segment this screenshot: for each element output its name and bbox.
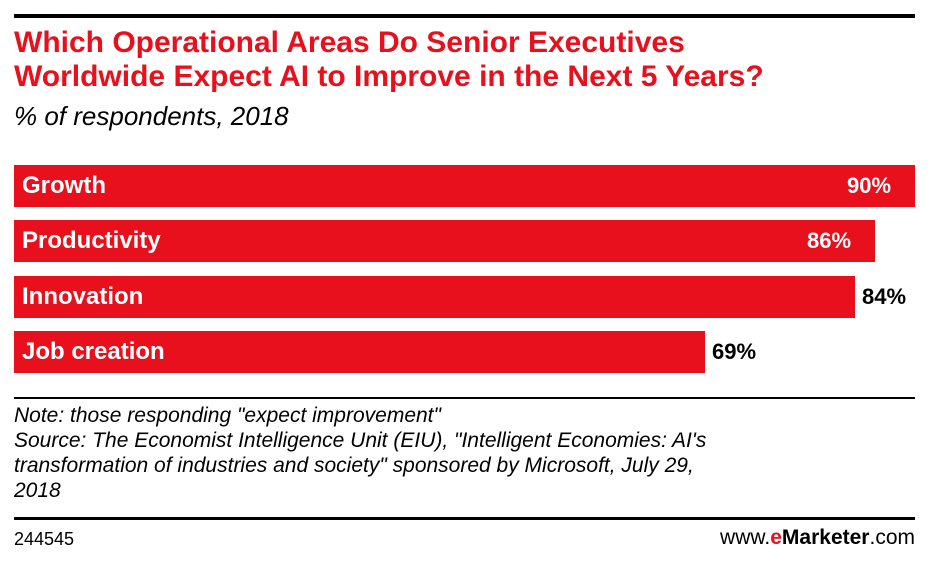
brand-link[interactable]: www.eMarketer.com (720, 526, 915, 550)
brand-prefix: www. (720, 526, 771, 549)
category-label: Job creation (22, 338, 165, 365)
chart-title-line-2: Worldwide Expect AI to Improve in the Ne… (14, 60, 764, 93)
category-label: Growth (22, 172, 106, 199)
footnote: Note: those responding "expect improveme… (14, 403, 914, 503)
brand-name: Marketer (781, 526, 870, 549)
value-label: 69% (712, 339, 757, 364)
bottom-rule (14, 517, 915, 520)
chart-title: Which Operational Areas Do Senior Execut… (14, 26, 914, 94)
bar-innovation (14, 276, 855, 318)
value-label: 90% (847, 173, 892, 198)
brand-suffix: .com (869, 526, 915, 549)
category-label: Productivity (22, 227, 161, 254)
footer-rule (14, 397, 915, 399)
value-label: 86% (807, 228, 852, 253)
chart-subtitle: % of respondents, 2018 (14, 101, 289, 131)
footnote-source-line-3: 2018 (14, 479, 61, 502)
brand-accent-letter: e (770, 526, 782, 549)
category-label: Innovation (22, 283, 144, 310)
value-label: 84% (862, 284, 907, 309)
bar-growth (14, 165, 915, 207)
top-rule (14, 14, 915, 18)
footnote-source-line-1: Source: The Economist Intelligence Unit … (14, 429, 707, 452)
chart-id: 244545 (14, 529, 75, 549)
footnote-note: Note: those responding "expect improveme… (14, 404, 441, 427)
bar-job-creation (14, 331, 705, 373)
chart-title-line-1: Which Operational Areas Do Senior Execut… (14, 26, 685, 59)
bar-productivity (14, 220, 875, 262)
footnote-source-line-2: transformation of industries and society… (14, 454, 694, 477)
